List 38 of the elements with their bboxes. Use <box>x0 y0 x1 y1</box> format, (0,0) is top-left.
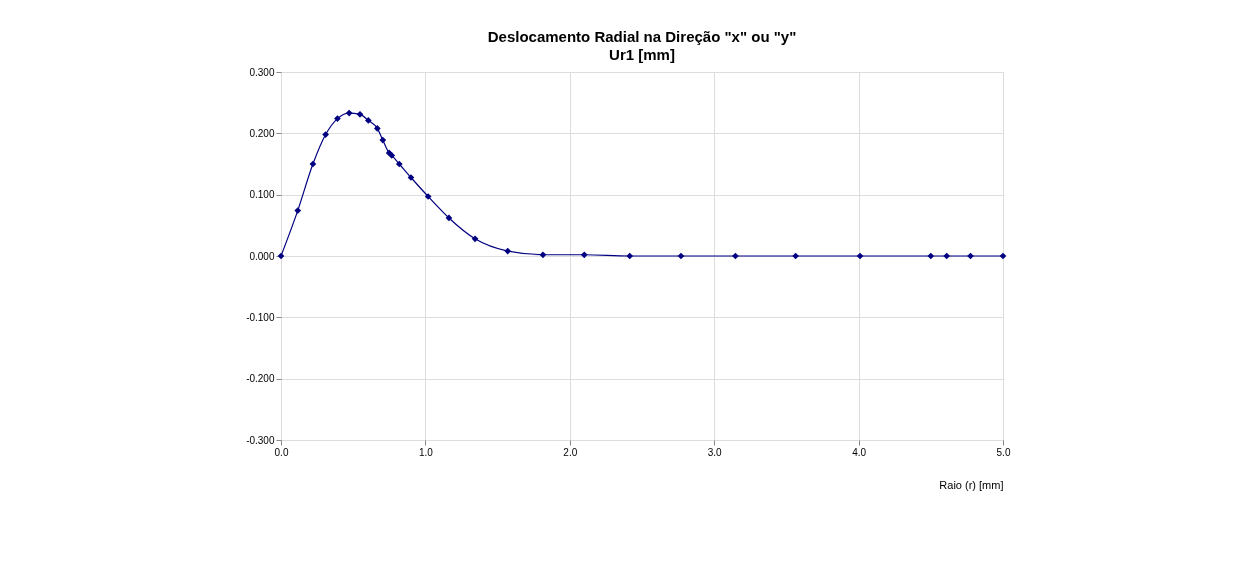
point <box>294 207 302 214</box>
point <box>580 251 588 259</box>
y-tick-label: 0.000 <box>249 250 275 262</box>
point <box>927 252 935 260</box>
x-tick-label: 4.0 <box>852 446 867 458</box>
point <box>277 252 285 260</box>
y-tick-label: -0.100 <box>246 311 275 323</box>
x-tick-label: 5.0 <box>996 446 1011 458</box>
x-tick-label: 2.0 <box>563 446 578 458</box>
x-axis-title: Raio (r) [mm] <box>939 478 1004 491</box>
point <box>999 252 1007 260</box>
y-tick-label: 0.300 <box>249 66 275 78</box>
point <box>445 214 453 222</box>
chart-subtitle: Ur1 [mm] <box>609 46 675 63</box>
x-tick-label: 3.0 <box>707 446 723 458</box>
point <box>395 160 403 168</box>
point <box>345 109 353 117</box>
point <box>356 110 364 118</box>
point <box>309 160 317 168</box>
point <box>539 251 547 259</box>
point <box>504 247 512 255</box>
point <box>379 136 387 144</box>
point <box>334 115 341 122</box>
y-tick-label: 0.100 <box>249 189 275 201</box>
y-tick-label: -0.300 <box>246 434 275 446</box>
point <box>677 252 685 260</box>
point <box>373 125 381 132</box>
x-tick-label: 0.0 <box>274 446 289 458</box>
chart-title: Deslocamento Radial na Direção "x" ou "y" <box>487 28 797 45</box>
point <box>471 235 479 243</box>
point <box>943 252 951 260</box>
y-tick-label: -0.200 <box>246 373 275 385</box>
y-tick-label: 0.200 <box>249 127 275 139</box>
point <box>856 252 864 260</box>
point <box>626 252 634 260</box>
x-tick-label: 1.0 <box>418 446 434 458</box>
point <box>322 131 329 138</box>
point <box>365 117 372 124</box>
